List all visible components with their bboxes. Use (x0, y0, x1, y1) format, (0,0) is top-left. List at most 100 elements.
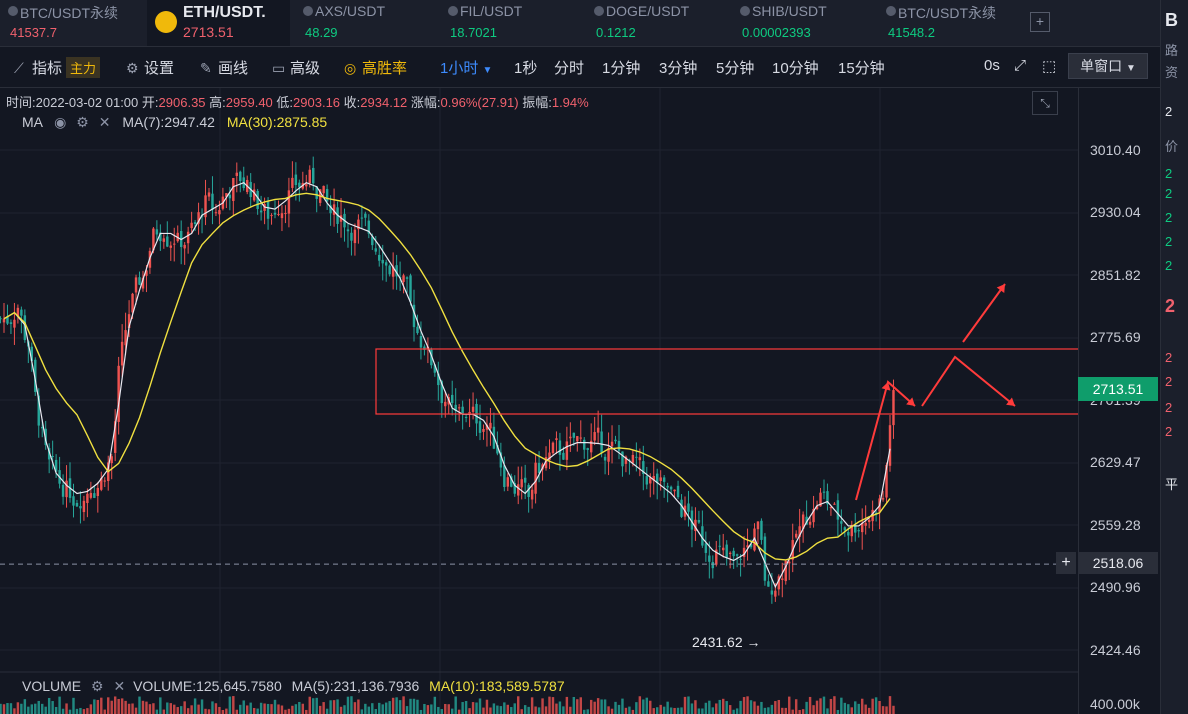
volume-bar (843, 702, 847, 714)
low-marker: 2431.62 → (692, 634, 761, 650)
axs-coin-icon (303, 6, 313, 16)
tab-shib-usdt[interactable]: SHIB/USDT 0.00002393 (732, 0, 872, 46)
interval-1m[interactable]: 1分钟 (602, 60, 641, 77)
candle-body (169, 245, 172, 248)
gear-icon[interactable]: ⚙ (76, 114, 89, 130)
volume-bar (218, 706, 221, 714)
candle-body (315, 186, 318, 199)
candle-body (350, 232, 353, 241)
candle-body (694, 519, 697, 532)
screenshot-icon[interactable]: ⬚ (1042, 58, 1057, 75)
price-tick: 2424.46 (1090, 642, 1141, 658)
candle-body (280, 213, 284, 219)
volume-bar (294, 704, 298, 714)
volume-bar (325, 708, 329, 714)
candle-body (847, 532, 850, 536)
win-rate-button[interactable]: ◎ 高胜率 (344, 57, 407, 78)
interval-3m[interactable]: 3分钟 (659, 60, 698, 77)
gear-icon[interactable]: ⚙ (91, 678, 104, 694)
tab-btc-usdt-perp[interactable]: BTC/USDT永续 41537.7 (0, 0, 145, 46)
expand-icon[interactable]: ⤡ (1032, 91, 1058, 115)
volume-bar (34, 703, 37, 714)
volume-bar (58, 696, 61, 714)
candle-body (228, 194, 232, 199)
volume-bar (788, 696, 791, 714)
add-tab-button[interactable]: + (1030, 12, 1050, 32)
window-mode-select[interactable]: 单窗口 ▼ (1068, 53, 1148, 79)
volume-bar (798, 709, 801, 714)
volume-bar (141, 700, 145, 714)
interval-15m[interactable]: 15分钟 (838, 60, 885, 77)
volume-bar (388, 701, 391, 714)
volume-bar (256, 708, 259, 714)
price-axis[interactable] (1078, 88, 1161, 714)
candle-body (822, 491, 826, 493)
candlestick-chart[interactable] (0, 0, 1078, 714)
tab-fil-usdt[interactable]: FIL/USDT 18.7021 (440, 0, 580, 46)
volume-bar (541, 698, 544, 714)
ma7-line (3, 181, 891, 589)
candle-body (371, 236, 374, 246)
candle-body (103, 480, 106, 482)
volume-bar (197, 704, 200, 714)
volume-bar (569, 706, 572, 714)
high-value: 2959.40 (225, 95, 273, 110)
tab-btc-usdt-perp-2[interactable]: BTC/USDT永续 41548.2 (878, 0, 1023, 46)
close-icon[interactable]: ✕ (113, 678, 126, 694)
candle-body (659, 477, 662, 481)
interval-1s[interactable]: 1秒 (514, 60, 538, 77)
draw-button[interactable]: ✎ 画线 (200, 57, 248, 78)
candle-body (732, 550, 735, 557)
panel-text: 2 (1165, 350, 1173, 365)
interval-5m[interactable]: 5分钟 (716, 60, 755, 77)
ma7-value: MA(7):2947.42 (122, 114, 215, 130)
tab-axs-usdt[interactable]: AXS/USDT 48.29 (295, 0, 435, 46)
interval-timeshare[interactable]: 分时 (554, 60, 585, 77)
volume-bar (819, 698, 822, 714)
volume-bar (61, 708, 65, 714)
eye-icon[interactable]: ◉ (54, 114, 67, 130)
fullscreen-icon[interactable]: ⤢ (1014, 57, 1027, 74)
close-icon[interactable]: ✕ (98, 114, 111, 130)
candle-body (9, 322, 13, 324)
add-alert-icon[interactable]: + (1056, 552, 1076, 574)
volume-bar (312, 698, 315, 714)
volume-bar (676, 707, 680, 714)
volume-bar (353, 702, 357, 714)
candle-body (697, 520, 701, 523)
candle-body (569, 436, 572, 439)
advanced-button[interactable]: ▭ 高级 (272, 57, 320, 78)
interval-1h[interactable]: 1小时 ▼ (440, 57, 492, 78)
volume-bar (492, 703, 496, 714)
volume-bar (659, 704, 662, 714)
volume-bar (120, 698, 124, 714)
volume-bar (378, 702, 381, 714)
candle-body (735, 554, 739, 556)
indicator-button[interactable]: ⟋ 指标 主力 (14, 57, 101, 78)
symbol-tabs: BTC/USDT永续 41537.7 ETH/USDT. 2713.51 AXS… (0, 0, 1160, 47)
candle-body (54, 459, 58, 472)
tab-eth-usdt[interactable]: ETH/USDT. 2713.51 (147, 0, 290, 46)
candle-body (450, 394, 454, 403)
volume-bar (576, 699, 579, 714)
resistance-box (375, 348, 1078, 415)
amplitude-value: 1.94% (551, 95, 589, 110)
candle-body (565, 441, 569, 460)
volume-bar (624, 707, 628, 714)
volume-bar (315, 697, 318, 714)
volume-bar (409, 698, 412, 714)
volume-bar (860, 698, 864, 714)
settings-button[interactable]: ⚙ 设置 (126, 57, 174, 78)
volume-bar (669, 707, 673, 714)
candle-body (51, 456, 54, 458)
volume-bar (666, 701, 669, 714)
interval-10m[interactable]: 10分钟 (772, 60, 819, 77)
volume-bar (79, 707, 82, 714)
volume-bar (447, 704, 450, 714)
candle-body (881, 498, 885, 500)
volume-bar (600, 699, 603, 714)
volume-bar (9, 703, 13, 714)
tab-doge-usdt[interactable]: DOGE/USDT 0.1212 (586, 0, 726, 46)
candle-body (82, 500, 86, 513)
volume-bar (419, 709, 423, 714)
